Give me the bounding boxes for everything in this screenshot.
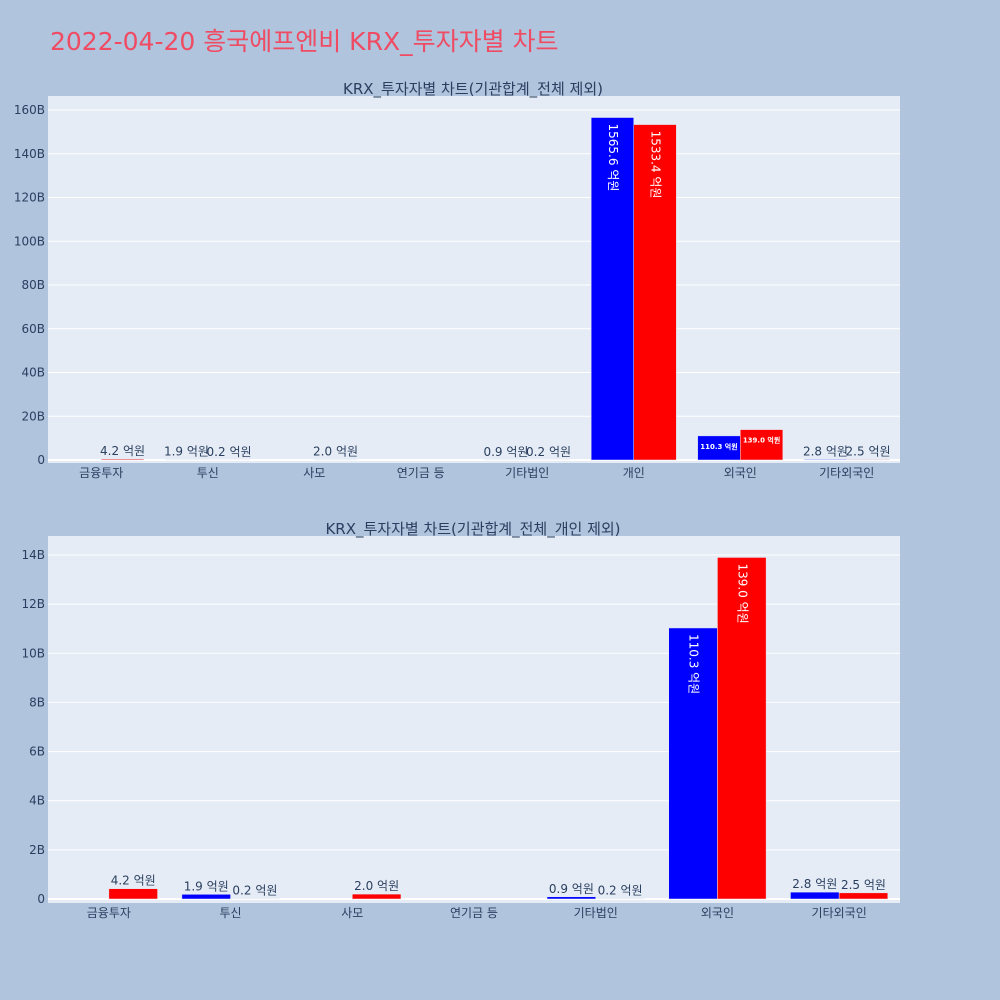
x-tick-label: 기타법인 (574, 906, 618, 920)
bar-red (846, 459, 890, 461)
x-tick-label: 기타외국인 (812, 906, 867, 920)
bar-label: 0.2 억원 (526, 445, 571, 459)
bar-red (352, 893, 402, 900)
bar-label: 1565.6 억원 (606, 124, 620, 192)
x-tick-label: 투신 (220, 906, 242, 920)
bar-label: 0.9 억원 (483, 445, 528, 459)
x-tick-label: 금융투자 (79, 466, 123, 480)
x-tick-label: 기타외국인 (819, 466, 874, 480)
bar-red (838, 892, 889, 900)
plot-area (48, 536, 900, 903)
y-tick-label: 160B (14, 103, 45, 117)
bar-red (633, 124, 677, 461)
bar-blue (546, 896, 596, 900)
chart-2: KRX_투자자별 차트(기관합계_전체_개인 제외) 0 2B 4B 6B 8B 10B 12… (21, 520, 900, 920)
bar-label: 4.2 억원 (111, 874, 156, 888)
y-tick-label: 0 (37, 453, 45, 467)
bar-blue (668, 627, 718, 900)
bar-label: 0.2 억원 (207, 445, 252, 459)
y-tick-label: 0 (37, 892, 45, 906)
bar-blue (803, 459, 848, 461)
bar-blue (181, 894, 231, 900)
y-tick-label: 120B (14, 191, 45, 205)
y-tick-label: 10B (21, 646, 45, 660)
main-title: 2022-04-20 흥국에프엔비 KRX_투자자별 차트 (50, 27, 559, 56)
bar-label: 139.0 억원 (735, 563, 749, 623)
bar-label: 4.2 억원 (100, 444, 145, 458)
bar-label: 2.0 억원 (313, 445, 358, 459)
x-tick-label: 연기금 등 (450, 906, 498, 920)
bar-blue (697, 435, 741, 461)
y-tick-label: 80B (21, 278, 45, 292)
bar-label: 1.9 억원 (184, 879, 229, 893)
bar-label: 2.5 억원 (846, 444, 891, 458)
bar-label: 1533.4 억원 (649, 131, 663, 199)
chart-1: KRX_투자자별 차트(기관합계_전체 제외) 0 20B 40B 60B 80B 100B… (14, 80, 900, 480)
bar-label: 0.2 억원 (598, 884, 643, 898)
bar-label: 2.5 억원 (841, 878, 886, 892)
y-tick-label: 12B (21, 597, 45, 611)
y-tick-label: 40B (21, 366, 45, 380)
plot-area (48, 96, 900, 463)
x-tick-label: 금융투자 (87, 906, 131, 920)
bar-label: 139.0 억원 (743, 436, 780, 445)
chart-title: KRX_투자자별 차트(기관합계_전체 제외) (343, 80, 603, 99)
bar-red (101, 458, 145, 461)
y-tick-label: 100B (14, 234, 45, 248)
x-tick-label: 기타법인 (505, 466, 549, 480)
bar-label: 0.9 억원 (549, 882, 594, 896)
chart-title: KRX_투자자별 차트(기관합계_전체_개인 제외) (325, 520, 620, 539)
x-tick-label: 개인 (623, 466, 645, 480)
bar-label: 2.0 억원 (354, 879, 399, 893)
bar-label: 1.9 억원 (164, 445, 209, 459)
y-tick-label: 2B (29, 843, 45, 857)
y-tick-label: 6B (29, 745, 45, 759)
x-tick-label: 사모 (341, 906, 363, 920)
y-tick-label: 20B (21, 409, 45, 423)
x-tick-label: 외국인 (724, 466, 757, 480)
y-tick-label: 140B (14, 147, 45, 161)
bar-blue (590, 117, 635, 461)
bar-red (108, 888, 158, 900)
bar-label: 0.2 억원 (232, 884, 277, 898)
bar-blue (790, 891, 840, 900)
x-tick-label: 외국인 (701, 906, 734, 920)
x-tick-label: 연기금 등 (397, 466, 445, 480)
y-tick-label: 14B (21, 548, 45, 562)
x-tick-label: 투신 (197, 466, 219, 480)
bar-label: 2.8 억원 (792, 877, 837, 891)
bar-label: 110.3 억원 (687, 634, 701, 694)
bar-label: 2.8 억원 (803, 444, 848, 458)
bar-red (717, 557, 767, 900)
bar-label: 110.3 억원 (700, 442, 737, 451)
x-tick-label: 사모 (303, 466, 325, 480)
y-tick-label: 60B (21, 322, 45, 336)
y-tick-label: 4B (29, 794, 45, 808)
bar-red (740, 429, 784, 461)
y-tick-label: 8B (29, 695, 45, 709)
